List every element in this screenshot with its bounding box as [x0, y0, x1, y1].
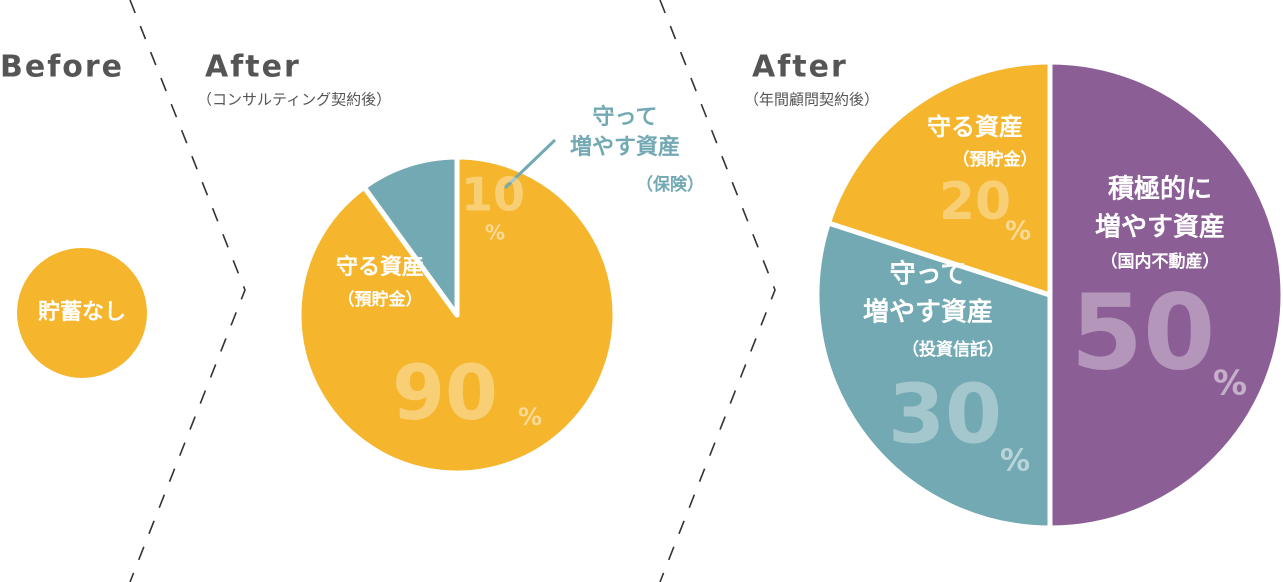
percent-unit: %	[1005, 217, 1031, 247]
slice-percent: 50	[1071, 271, 1216, 393]
slice-note: （投資信託）	[902, 339, 1004, 360]
leader-line	[503, 138, 557, 190]
divider	[659, 0, 776, 582]
slice-note: （預貯金）	[953, 149, 1038, 170]
panel-subtitle: （年間顧問契約後）	[744, 91, 879, 109]
percent-unit: %	[485, 221, 505, 245]
slice-label: 守って	[890, 259, 967, 290]
slice-label: 増やす資産	[863, 297, 993, 328]
pie-slice	[1047, 59, 1283, 531]
before-circle	[17, 248, 147, 378]
slice-percent: 90	[392, 348, 498, 437]
slice-label: 守る資産	[927, 113, 1023, 141]
slice-label: 増やす資産	[570, 134, 680, 160]
divider	[129, 0, 246, 582]
slice-note: （預貯金）	[338, 289, 423, 310]
slice-note: （国内不動産）	[1101, 251, 1220, 272]
before-label: 貯蓄なし	[38, 299, 126, 325]
slice-label: 増やす資産	[1095, 212, 1225, 243]
slice-percent: 30	[888, 367, 1002, 462]
percent-unit: %	[518, 403, 542, 431]
pie-slice	[825, 59, 1053, 298]
panel-subtitle: （コンサルティング契約後）	[197, 91, 391, 109]
pie-slice	[361, 154, 460, 318]
slice-percent: 10	[461, 168, 525, 222]
slice-label: 守って	[593, 104, 658, 130]
percent-unit: %	[1213, 364, 1247, 404]
slice-label: 守る資産	[336, 254, 424, 280]
panel-title: Before	[0, 50, 124, 85]
slice-label: 積極的に	[1108, 174, 1212, 205]
pie-slice	[814, 220, 1053, 531]
percent-unit: %	[1000, 444, 1030, 479]
panel-title: After	[205, 50, 301, 85]
slice-percent: 20	[939, 172, 1011, 232]
panel-title: After	[752, 50, 848, 85]
slice-note: （保険）	[636, 174, 704, 195]
